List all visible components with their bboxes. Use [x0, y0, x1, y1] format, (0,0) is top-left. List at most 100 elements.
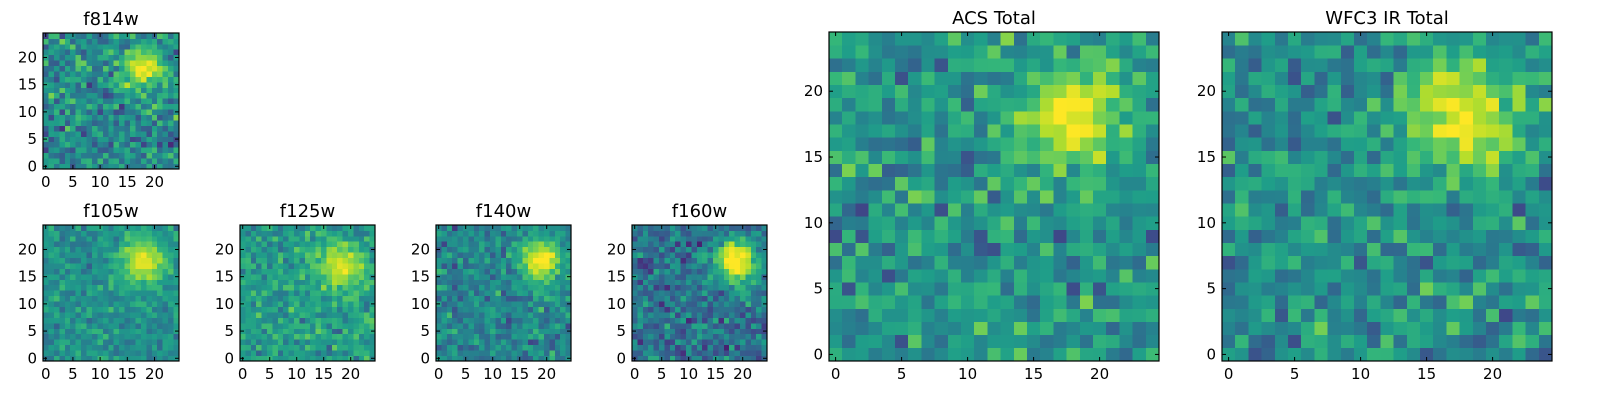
heatmap-cell: [637, 279, 644, 286]
heatmap-cell: [337, 279, 343, 286]
heatmap-cell: [245, 355, 252, 362]
heatmap-cell: [1538, 216, 1553, 230]
heatmap-cell: [146, 152, 153, 159]
heatmap-cell: [1274, 163, 1289, 178]
heatmap-cell: [1274, 45, 1289, 59]
heatmap-cell: [1525, 84, 1540, 99]
heatmap-cell: [446, 328, 453, 335]
heatmap-cell: [653, 263, 660, 269]
heatmap-cell: [342, 230, 349, 237]
heatmap-cell: [304, 257, 311, 264]
heatmap-cell: [1459, 308, 1474, 322]
heatmap-cell: [479, 279, 485, 286]
heatmap-cell: [43, 158, 49, 164]
heatmap-cell: [664, 273, 671, 280]
heatmap-cell: [294, 322, 300, 329]
heatmap-cell: [881, 189, 896, 204]
heatmap-cell: [680, 355, 687, 362]
heatmap-cell: [527, 257, 534, 264]
heatmap-cell: [326, 328, 333, 335]
panel-title-acs: ACS Total: [952, 8, 1036, 29]
heatmap-cell: [506, 246, 512, 253]
heatmap-cell: [756, 257, 762, 264]
heatmap-cell: [718, 230, 725, 237]
heatmap-cell: [331, 317, 338, 324]
heatmap-cell: [734, 225, 741, 231]
heatmap-cell: [881, 110, 896, 125]
heatmap-cell: [86, 252, 93, 259]
heatmap-cell: [130, 81, 136, 88]
heatmap-cell: [1301, 268, 1315, 283]
heatmap-cell: [723, 252, 730, 259]
heatmap-cell: [358, 263, 365, 269]
heatmap-cell: [168, 49, 174, 56]
heatmap-cell: [1380, 321, 1394, 336]
heatmap-cell: [484, 350, 491, 356]
heatmap-cell: [64, 225, 71, 231]
heatmap-cell: [157, 306, 164, 313]
heatmap-cell: [1288, 189, 1302, 204]
heatmap-cell: [283, 279, 289, 286]
heatmap-cell: [140, 60, 147, 67]
heatmap-cell: [544, 295, 550, 302]
heatmap-cell: [162, 230, 169, 237]
heatmap-cell: [310, 290, 316, 297]
heatmap-cell: [484, 246, 491, 253]
heatmap-cell: [135, 230, 142, 237]
heatmap-cell: [162, 103, 169, 110]
heatmap-cell: [130, 60, 136, 67]
heatmap-cell: [669, 284, 676, 291]
heatmap-cell: [756, 252, 762, 259]
heatmap-cell: [162, 38, 169, 45]
heatmap-cell: [506, 306, 512, 313]
heatmap-cell: [140, 290, 147, 297]
heatmap-cell: [1013, 282, 1028, 296]
heatmap-cell: [70, 273, 77, 280]
heatmap-cell: [664, 328, 671, 335]
heatmap-cell: [245, 246, 252, 253]
heatmap-cell: [135, 60, 142, 67]
heatmap-cell: [140, 92, 147, 99]
heatmap-cell: [707, 322, 714, 329]
heatmap-cell: [842, 308, 856, 322]
heatmap-cell: [240, 241, 246, 248]
heatmap-cell: [987, 97, 1001, 112]
heatmap-cell: [549, 284, 556, 291]
heatmap-cell: [294, 339, 300, 346]
heatmap-cell: [473, 235, 480, 242]
heatmap-cell: [162, 136, 169, 143]
heatmap-cell: [1248, 124, 1262, 138]
heatmap-cell: [669, 344, 676, 351]
heatmap-cell: [446, 322, 453, 329]
heatmap-cell: [495, 268, 502, 275]
heatmap-cell: [315, 328, 322, 335]
heatmap-cell: [527, 230, 534, 237]
heatmap-cell: [1446, 110, 1460, 125]
heatmap-cell: [473, 273, 480, 280]
heatmap-cell: [1274, 229, 1289, 243]
heatmap-cell: [1235, 255, 1249, 270]
heatmap-cell: [135, 312, 142, 318]
heatmap-cell: [245, 273, 252, 280]
heatmap-cell: [102, 49, 109, 56]
heatmap-cell: [53, 87, 60, 94]
heatmap-cell: [113, 263, 120, 269]
heatmap-cell: [1420, 268, 1434, 283]
heatmap-cell: [64, 252, 71, 259]
heatmap-cell: [299, 235, 306, 242]
heatmap-cell: [669, 339, 676, 346]
heatmap-cell: [961, 110, 975, 125]
heatmap-cell: [1288, 203, 1302, 217]
heatmap-cell: [713, 235, 719, 242]
heatmap-cell: [522, 306, 529, 313]
heatmap-cell: [124, 136, 131, 143]
heatmap-cell: [97, 317, 104, 324]
heatmap-cell: [108, 147, 115, 154]
heatmap-cell: [713, 350, 719, 356]
heatmap-cell: [70, 136, 77, 143]
heatmap-cell: [527, 235, 534, 242]
heatmap-cell: [1314, 295, 1328, 309]
heatmap-cell: [1433, 229, 1447, 243]
heatmap-cell: [829, 97, 843, 112]
heatmap-cell: [1459, 45, 1474, 59]
